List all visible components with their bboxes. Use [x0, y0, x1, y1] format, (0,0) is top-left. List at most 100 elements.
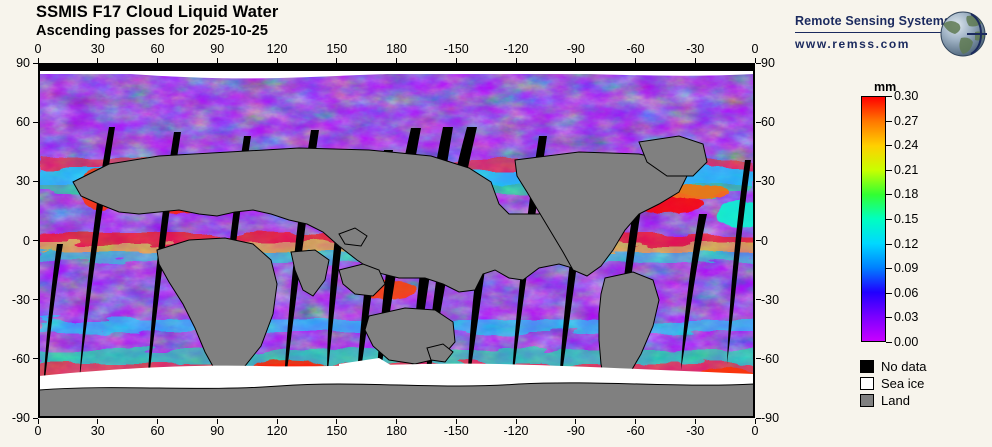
arctic-no-data-strip: [39, 64, 754, 71]
colorbar-tick: [886, 292, 892, 294]
x-axis-label-bottom: 90: [210, 424, 225, 438]
logo-website: www.remss.com: [795, 37, 911, 51]
colorbar-tick: [886, 342, 892, 343]
y-tick-left: [33, 180, 38, 182]
x-tick-top: [515, 58, 517, 63]
x-axis-label-top: 60: [150, 42, 165, 56]
y-axis-label-left: 60: [16, 115, 30, 130]
y-axis-label-right: -30: [761, 292, 780, 307]
colorbar-tick-label: 0.03: [894, 310, 919, 325]
colorbar-tick: [886, 219, 892, 220]
logo-org-name: Remote Sensing Systems: [795, 14, 952, 28]
x-axis-label-bottom: 180: [386, 424, 407, 438]
y-axis-label-right: 60: [761, 115, 775, 130]
cloud-liquid-water-heatmap: [39, 64, 754, 417]
x-tick-bottom: [276, 419, 278, 424]
legend-swatch: [860, 360, 874, 373]
x-tick-bottom: [396, 419, 397, 424]
y-tick-right: [756, 180, 761, 182]
x-tick-bottom: [455, 419, 457, 424]
y-tick-right: [756, 299, 761, 301]
y-axis-label-left: -60: [11, 351, 30, 366]
x-axis-label-top: 150: [326, 42, 348, 56]
x-axis-label-top: -90: [566, 42, 585, 56]
y-tick-right: [756, 62, 761, 64]
x-axis-label-top: -120: [503, 42, 529, 56]
x-axis-label-top: 120: [266, 42, 288, 56]
y-axis-label-right: 0: [761, 233, 768, 248]
x-axis-label-top: 30: [90, 42, 105, 56]
x-tick-top: [754, 58, 756, 63]
x-tick-top: [336, 58, 338, 63]
y-tick-left: [33, 358, 38, 360]
x-axis-label-top: 0: [751, 42, 759, 56]
colorbar-gradient: [861, 96, 886, 342]
x-tick-top: [157, 58, 158, 63]
x-axis-label-bottom: -30: [686, 424, 705, 438]
colorbar-tick-label: 0.27: [894, 113, 919, 128]
x-tick-top: [97, 58, 99, 63]
colorbar-tick: [886, 243, 892, 245]
x-tick-top: [276, 58, 278, 63]
colorbar-tick-label: 0.30: [894, 89, 919, 103]
legend-label: No data: [881, 359, 927, 374]
x-tick-top: [575, 58, 577, 63]
x-tick-top: [37, 58, 39, 63]
x-axis-label-top: -150: [443, 42, 469, 56]
colorbar-tick-label: 0.18: [894, 187, 919, 202]
colorbar-tick: [886, 194, 892, 196]
x-axis-label-top: -60: [626, 42, 645, 56]
colorbar-tick: [886, 317, 892, 319]
colorbar-tick: [886, 96, 892, 97]
x-tick-bottom: [216, 419, 218, 424]
colorbar-tick-label: 0.15: [894, 212, 919, 226]
x-axis-label-bottom: -150: [443, 424, 469, 438]
antarctica-layer: [39, 382, 754, 417]
land-layer: [72, 135, 708, 391]
x-tick-bottom: [754, 419, 756, 424]
colorbar-tick-label: 0.24: [894, 138, 919, 153]
x-axis-label-bottom: 30: [90, 424, 105, 438]
x-tick-top: [216, 58, 218, 63]
y-tick-right: [756, 121, 761, 123]
y-axis-label-left: 0: [23, 233, 30, 248]
colorbar-tick: [886, 145, 892, 147]
legend-label: Land: [881, 393, 910, 408]
y-axis-label-right: 30: [761, 174, 775, 189]
colorbar-tick: [886, 268, 892, 270]
colorbar-tick-label: 0.21: [894, 162, 919, 177]
legend-label: Sea ice: [881, 376, 925, 391]
y-axis-label-right: -90: [761, 411, 780, 425]
y-tick-right: [756, 240, 761, 241]
x-tick-top: [396, 58, 397, 63]
x-axis-label-bottom: 120: [266, 424, 288, 438]
colorbar-unit-label: mm: [874, 80, 897, 94]
y-tick-left: [33, 121, 38, 123]
x-axis-label-bottom: 0: [751, 424, 759, 438]
y-axis-label-left: -90: [11, 411, 30, 425]
page-subtitle: Ascending passes for 2025-10-25: [36, 23, 268, 39]
x-axis-label-top: 90: [210, 42, 225, 56]
x-tick-top: [455, 58, 457, 63]
x-tick-top: [694, 58, 696, 63]
x-tick-bottom: [37, 419, 39, 424]
colorbar-tick-label: 0.09: [894, 261, 919, 276]
colorbar-tick-label: 0.00: [894, 335, 919, 349]
x-axis-label-bottom: -60: [626, 424, 645, 438]
x-axis-label-bottom: -90: [566, 424, 585, 438]
x-axis-label-top: -30: [686, 42, 705, 56]
colorbar-tick: [886, 120, 892, 122]
x-axis-label-top: 180: [386, 42, 407, 56]
x-axis-label-bottom: 150: [326, 424, 348, 438]
y-tick-left: [33, 62, 38, 64]
y-axis-label-left: 30: [16, 174, 30, 189]
x-axis-label-top: 0: [34, 42, 42, 56]
x-axis-label-bottom: 0: [34, 424, 42, 438]
y-axis-label-left: -30: [11, 292, 30, 307]
logo-divider: [795, 32, 949, 33]
x-tick-bottom: [575, 419, 577, 424]
legend-swatch: [860, 394, 874, 407]
x-axis-label-bottom: 60: [150, 424, 165, 438]
y-tick-left: [33, 417, 38, 419]
